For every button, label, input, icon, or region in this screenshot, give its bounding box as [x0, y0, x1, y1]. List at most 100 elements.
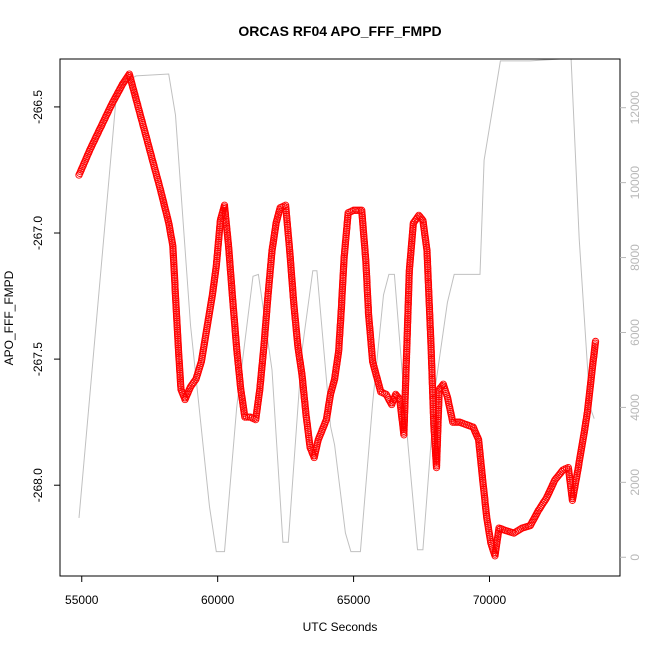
data-point: [424, 281, 433, 289]
data-point: [401, 389, 409, 398]
data-point: [405, 283, 413, 291]
data-point: [428, 368, 436, 376]
data-point: [400, 416, 409, 425]
data-point: [424, 272, 432, 280]
data-point: [363, 279, 371, 287]
data-point: [364, 306, 373, 314]
y-tick-label: -266.5: [31, 90, 45, 124]
data-point: [405, 287, 413, 295]
data-point: [434, 418, 442, 426]
data-point: [428, 377, 436, 385]
y-tick-label: -267.0: [31, 216, 45, 250]
y-tick-label: -268.0: [31, 468, 45, 502]
data-point: [400, 413, 409, 421]
altitude-series: [78, 58, 595, 553]
data-point: [401, 407, 409, 416]
data-point: [435, 398, 443, 406]
data-point: [401, 398, 409, 407]
x-tick-label: 70000: [473, 593, 507, 607]
data-point: [425, 288, 433, 296]
data-point: [426, 328, 435, 336]
y-tick-label: -267.5: [31, 342, 45, 376]
data-point: [591, 337, 600, 346]
data-point: [405, 278, 413, 286]
data-point: [244, 413, 253, 421]
data-point: [404, 299, 412, 308]
data-point: [402, 357, 411, 365]
data-point: [428, 362, 436, 371]
data-point: [424, 265, 432, 273]
data-point: [433, 442, 441, 450]
data-point: [427, 342, 435, 351]
data-point: [403, 344, 411, 353]
data-point: [434, 412, 442, 421]
data-point: [433, 452, 441, 461]
data-point: [428, 371, 436, 380]
data-point: [404, 296, 413, 304]
data-point: [427, 335, 435, 343]
data-point: [400, 425, 408, 434]
x-axis-label: UTC Seconds: [303, 620, 378, 634]
data-point: [516, 525, 525, 533]
data-point: [432, 462, 441, 470]
data-point: [403, 330, 411, 338]
data-point: [434, 407, 443, 415]
data-point: [404, 314, 412, 322]
data-point: [435, 392, 443, 401]
chart-title: ORCAS RF04 APO_FFF_FMPD: [238, 23, 441, 39]
data-point: [435, 402, 443, 410]
y2-tick-label: 12000: [628, 91, 642, 125]
data-point: [417, 214, 425, 222]
data-point: [86, 146, 94, 154]
y2-tick-label: 10000: [628, 166, 642, 200]
data-point: [84, 151, 92, 159]
data-point: [423, 257, 432, 266]
y2-axis: 0 2000 4000 6000 8000 10000 12000: [620, 91, 642, 561]
plot-frame: [59, 58, 621, 577]
x-axis: 55000 60000 65000 70000: [65, 576, 507, 607]
data-point: [425, 295, 433, 304]
data-point: [428, 382, 437, 391]
data-point: [402, 354, 411, 362]
data-point: [171, 281, 179, 289]
data-point: [433, 432, 442, 441]
data-point: [426, 312, 434, 320]
x-tick-label: 60000: [201, 593, 235, 607]
data-point: [402, 366, 410, 374]
data-point: [243, 413, 251, 421]
data-point: [403, 326, 412, 335]
data-point: [400, 431, 408, 439]
y2-tick-label: 4000: [628, 394, 642, 421]
data-point: [402, 362, 410, 371]
data-point: [433, 436, 442, 444]
y-axis: -268.0 -267.5 -267.0 -266.5: [31, 90, 60, 502]
y2-tick-label: 8000: [628, 244, 642, 271]
data-point: [403, 335, 411, 344]
data-point: [404, 305, 412, 313]
data-point: [401, 402, 409, 410]
data-point: [434, 422, 442, 430]
data-point: [338, 299, 346, 307]
data-point: [401, 384, 410, 392]
altitude-line: [78, 58, 595, 553]
data-point: [405, 274, 413, 282]
data-point: [404, 317, 412, 326]
data-point: [427, 357, 436, 365]
y-axis-label: APO_FFF_FMPD: [2, 270, 16, 365]
x-tick-label: 55000: [65, 593, 99, 607]
data-point: [433, 456, 441, 464]
data-point: [427, 351, 436, 360]
data-point: [405, 269, 413, 277]
data-point: [401, 393, 409, 401]
data-point: [90, 138, 98, 146]
data-point: [401, 380, 410, 389]
data-point: [426, 319, 434, 327]
y2-tick-label: 0: [628, 554, 642, 561]
data-point: [404, 308, 412, 317]
data-point: [241, 413, 249, 421]
data-point: [429, 397, 437, 405]
data-point: [402, 375, 410, 383]
data-point: [434, 427, 442, 435]
x-tick-label: 65000: [337, 593, 371, 607]
data-point: [403, 348, 411, 356]
